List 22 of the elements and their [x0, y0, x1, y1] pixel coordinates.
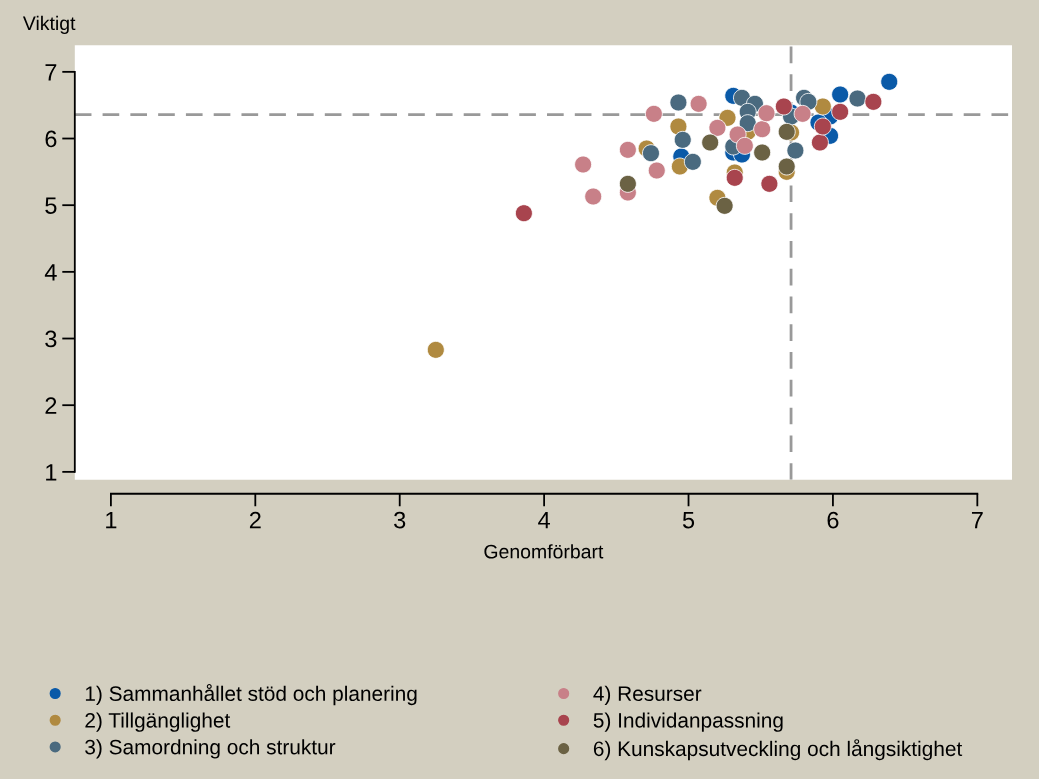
- x-tick-label: 5: [682, 511, 695, 529]
- legend-label: 5) Individanpassning: [593, 712, 783, 732]
- legend-label: 2) Tillgänglighet: [85, 712, 231, 732]
- x-tick-label: 4: [538, 511, 550, 529]
- y-tick-label: 6: [45, 130, 57, 148]
- x-tick-label: 1: [106, 511, 117, 529]
- y-axis-title: Viktigt: [22, 15, 76, 34]
- y-tick-label: 2: [45, 397, 57, 414]
- y-tick-label: 7: [45, 64, 57, 81]
- legend-label: 1) Sammanhållet stöd och planering: [85, 684, 417, 706]
- x-tick-label: 2: [249, 511, 261, 529]
- y-tick-label: 3: [45, 330, 57, 348]
- legend-label: 3) Samordning och struktur: [85, 739, 336, 759]
- x-tick-label: 7: [971, 511, 983, 529]
- y-tick-label: 1: [46, 464, 57, 481]
- x-axis-title: Genomförbart: [484, 544, 604, 559]
- legend-label: 4) Resurser: [593, 685, 702, 706]
- y-tick-label: 4: [44, 264, 57, 281]
- x-tick-label: 6: [827, 511, 839, 529]
- y-tick-label: 5: [45, 197, 57, 214]
- legend-label: 6) Kunskapsutveckling och långsiktighet: [593, 739, 963, 761]
- x-tick-label: 3: [394, 511, 406, 529]
